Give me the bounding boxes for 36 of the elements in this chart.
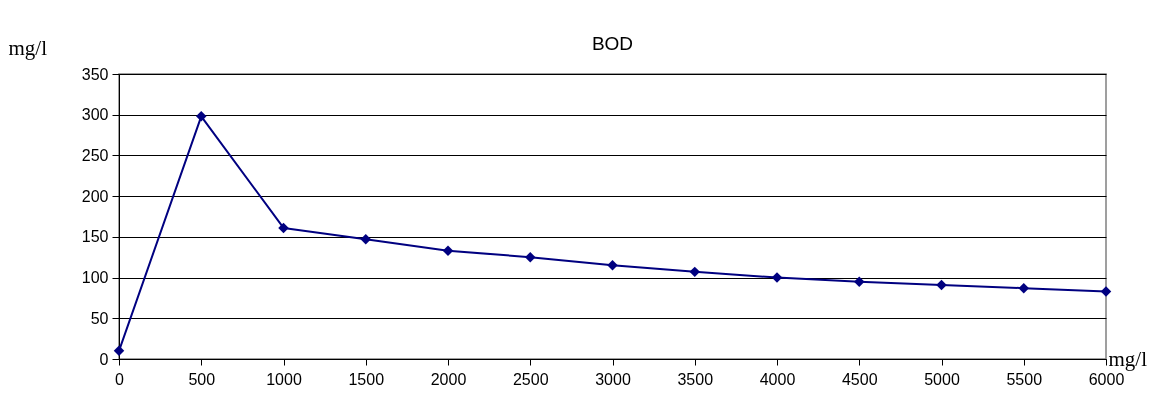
x-tick-label: 3000: [595, 370, 631, 388]
x-tick-label: 500: [188, 370, 216, 388]
y-tick-label: 350: [81, 65, 109, 83]
point: [442, 245, 454, 256]
point: [689, 266, 700, 278]
x-tick-label: 6000: [1088, 370, 1125, 388]
point: [278, 222, 289, 234]
y-tick-label: 100: [81, 269, 109, 287]
x-tick-label: 0: [115, 370, 125, 388]
x-tick-label: 4000: [759, 370, 796, 388]
x-tick-label: 1500: [348, 370, 385, 388]
x-axis-title: mg/l: [1108, 346, 1148, 371]
y-tick-label: 200: [81, 187, 109, 205]
y-axis-title: mg/l: [8, 35, 48, 60]
point: [196, 111, 207, 122]
y-tick-label: 50: [90, 309, 109, 327]
x-tick-label: 5000: [924, 370, 960, 388]
y-tick-label: 250: [81, 146, 109, 164]
y-tick-label: 300: [81, 106, 109, 124]
chart-title: BOD: [591, 33, 634, 54]
x-tick-label: 1000: [266, 370, 302, 388]
point: [771, 272, 783, 283]
point: [854, 276, 865, 287]
x-tick-label: 2500: [512, 370, 549, 388]
point: [360, 234, 371, 245]
y-tick-label: 150: [81, 228, 109, 246]
x-tick-label: 2000: [430, 370, 467, 388]
point: [1018, 282, 1029, 294]
point: [607, 260, 618, 271]
y-tick-label: 0: [99, 350, 109, 368]
point: [525, 251, 536, 263]
point: [936, 279, 947, 291]
point: [1100, 286, 1112, 297]
x-tick-label: 4500: [841, 370, 878, 388]
x-tick-label: 5500: [1006, 370, 1043, 388]
x-tick-label: 3500: [677, 370, 714, 388]
